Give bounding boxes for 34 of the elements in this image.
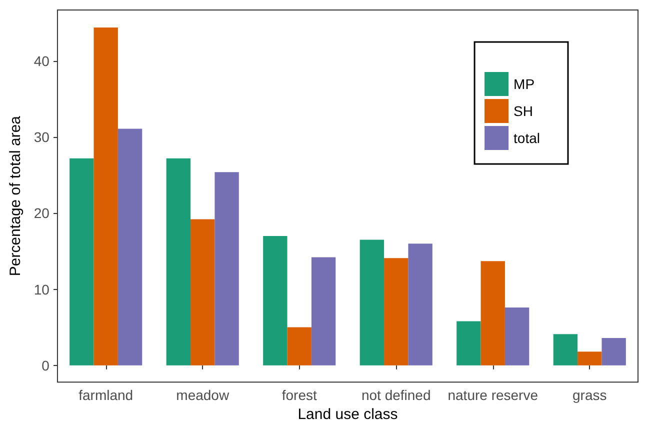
y-tick-label: 40 (34, 52, 50, 69)
y-axis-title: Percentage of total area (7, 115, 24, 276)
legend-label: total (514, 130, 540, 146)
x-tick-label: meadow (176, 387, 230, 404)
bar (311, 257, 336, 366)
x-tick-label: grass (572, 387, 607, 404)
bar (456, 321, 481, 366)
bar (166, 158, 191, 366)
x-tick-label: not defined (361, 387, 431, 404)
bar (287, 327, 312, 366)
x-axis-title: Land use class (298, 406, 398, 423)
x-tick-label: nature reserve (448, 387, 538, 404)
bar (384, 258, 408, 366)
y-tick-label: 30 (34, 129, 50, 146)
bar (263, 236, 288, 366)
y-tick-label: 10 (34, 281, 50, 298)
bar (70, 158, 94, 366)
bar (118, 128, 142, 366)
bar (360, 240, 384, 366)
bar (553, 334, 578, 366)
bar (94, 28, 118, 366)
bar (602, 338, 626, 366)
y-tick-label: 0 (42, 357, 50, 374)
legend-label: MP (514, 76, 535, 92)
x-tick-label: farmland (78, 387, 134, 404)
bar (190, 219, 215, 366)
x-tick-label: forest (282, 387, 317, 404)
bar (578, 352, 602, 366)
legend-label: SH (514, 103, 533, 119)
bar (408, 244, 432, 366)
bar (480, 261, 505, 366)
bar (214, 172, 239, 366)
y-tick-label: 20 (34, 205, 50, 222)
bar (504, 308, 530, 366)
